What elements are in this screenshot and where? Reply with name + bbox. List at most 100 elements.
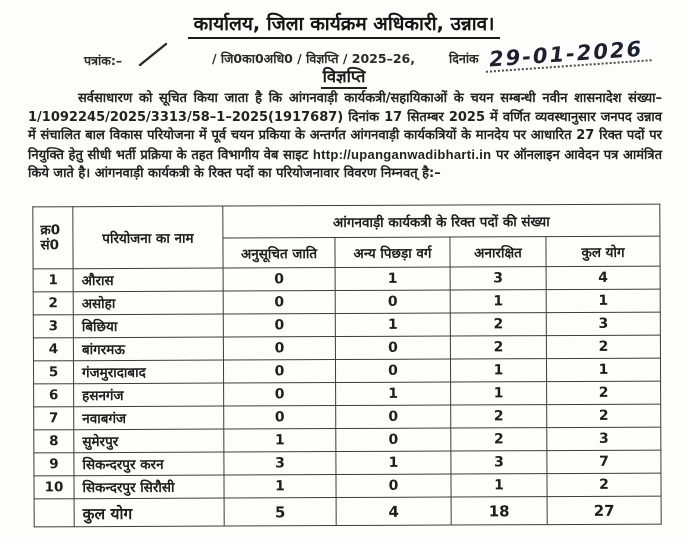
cell-total: 2	[546, 335, 661, 359]
cell-sn: 5	[33, 360, 74, 384]
date-label: दिनांक	[449, 51, 479, 66]
cell-sn: 3	[33, 314, 74, 338]
header-sc: अनुसूचित जाति	[222, 237, 336, 269]
cell-total: 7	[546, 450, 661, 474]
office-title-text: कार्यालय, जिला कार्यक्रम अधिकारी, उन्नाव…	[187, 13, 501, 39]
cell-obc: 0	[335, 474, 452, 498]
cell-sn: 2	[33, 291, 74, 315]
notice-paragraph: सर्वसाधारण को सूचित किया जाता है कि आंगन…	[28, 90, 662, 184]
cell-ur: 1	[450, 358, 547, 383]
cell-sc: 0	[223, 359, 336, 384]
cell-ur: 1	[450, 473, 548, 498]
website-url: http://upanganwadibharti.in	[312, 146, 492, 162]
total-label: कुल योग	[74, 498, 225, 527]
reference-line: पत्रांक:– / जि0का0अधि0 / विज्ञप्ति / 202…	[84, 37, 668, 73]
paragraph-text-part1: सर्वसाधारण को सूचित किया जाता है कि आंगन…	[28, 91, 662, 163]
cell-sc: 1	[223, 428, 336, 453]
cell-sn: 9	[33, 452, 74, 476]
cell-project-name: असोहा	[73, 291, 224, 315]
cell-sc: 0	[223, 290, 336, 315]
table-row: 10 सिकन्दरपुर सिरौसी 1 0 1 2	[33, 473, 662, 499]
cell-total: 1	[546, 358, 661, 382]
cell-project-name: सिकन्दरपुर करन	[73, 452, 224, 476]
paragraph-text-part2: पर ऑनलाइन आवेदन पत्र आमंत्रित किये जाते …	[28, 147, 662, 182]
cell-project-name: गंजमुरादाबाद	[73, 360, 224, 384]
cell-project-name: बांगरमऊ	[73, 337, 224, 361]
cell-project-name: सिकन्दरपुर सिरौसी	[73, 475, 225, 499]
office-title: कार्यालय, जिला कार्यक्रम अधिकारी, उन्नाव…	[0, 10, 688, 39]
cell-ur: 3	[450, 266, 547, 291]
cell-total: 2	[546, 473, 662, 497]
cell-ur: 2	[450, 427, 547, 452]
reference-number: / जि0का0अधि0 / विज्ञप्ति / 2025–26,	[212, 51, 415, 66]
cell-total: 2	[546, 404, 661, 428]
cell-project-name: बिछिया	[73, 314, 224, 338]
cell-sc: 0	[223, 382, 336, 407]
cell-sn: 8	[33, 429, 74, 453]
cell-obc: 0	[335, 405, 451, 429]
cell-total: 4	[546, 266, 661, 290]
cell-obc: 1	[335, 267, 451, 291]
table-header-row-1: क्र0 सं0 परियोजना का नाम आंगनवाड़ी कार्य…	[32, 204, 660, 269]
header-project-name: परियोजना का नाम	[72, 206, 224, 269]
header-grand-total: कुल योग	[545, 236, 661, 267]
cell-sn: 4	[33, 337, 74, 361]
handwritten-slash-mark	[138, 42, 168, 67]
notice-heading-text: विज्ञप्ति	[320, 67, 368, 89]
cell-total: 2	[546, 381, 661, 405]
table-row: 5 गंजमुरादाबाद 0 0 1 1	[33, 358, 661, 384]
cell-sn: 6	[33, 383, 74, 407]
cell-sn: 7	[33, 406, 74, 430]
table-row: 9 सिकन्दरपुर करन 3 1 3 7	[33, 450, 661, 476]
header-serial: क्र0 सं0	[32, 206, 74, 269]
total-ur: 18	[451, 496, 548, 526]
cell-ur: 3	[450, 450, 547, 475]
table-row: 8 सुमेरपुर 1 0 2 3	[33, 427, 661, 453]
notice-heading: विज्ञप्ति	[0, 64, 688, 89]
cell-obc: 0	[335, 359, 451, 383]
table-total-row: कुल योग 5 4 18 27	[34, 496, 662, 527]
cell-sn: 1	[33, 268, 74, 292]
table-row: 3 बिछिया 0 1 2 3	[33, 312, 661, 338]
header-serial-line1: क्र0	[40, 221, 61, 238]
cell-sc: 0	[223, 313, 336, 338]
vacancy-table: क्र0 सं0 परियोजना का नाम आंगनवाड़ी कार्य…	[32, 204, 662, 528]
cell-obc: 1	[335, 313, 451, 337]
cell-total: 3	[546, 312, 661, 336]
letter-number-label: पत्रांक:–	[84, 53, 123, 68]
date-group: दिनांक 29-01-2026	[449, 37, 652, 73]
total-grand: 27	[547, 496, 662, 525]
total-obc: 4	[336, 497, 452, 526]
cell-obc: 0	[335, 290, 451, 314]
cell-total: 3	[546, 427, 661, 451]
cell-sn-empty	[34, 498, 75, 527]
cell-project-name: हसनगंज	[73, 383, 224, 407]
cell-sc: 0	[223, 336, 336, 361]
cell-obc: 0	[335, 428, 451, 452]
table-row: 7 नवाबगंज 0 0 2 2	[33, 404, 661, 430]
cell-obc: 1	[335, 382, 451, 406]
header-serial-line2: सं0	[40, 236, 60, 253]
cell-ur: 2	[450, 312, 547, 337]
cell-ur: 1	[450, 381, 547, 406]
cell-sc: 3	[223, 451, 336, 476]
cell-obc: 1	[335, 451, 451, 475]
cell-ur: 1	[450, 289, 547, 314]
cell-project-name: सुमेरपुर	[73, 429, 224, 453]
cell-sc: 0	[223, 405, 336, 430]
table-row: 4 बांगरमऊ 0 0 2 2	[33, 335, 661, 361]
header-unreserved: अनारक्षित	[449, 236, 547, 268]
header-span-vacant-posts: आंगनवाड़ी कार्यकत्री के रिक्त पदों की सं…	[222, 204, 660, 239]
cell-sn: 10	[33, 475, 75, 499]
cell-sc: 0	[223, 267, 336, 292]
table-row: 1 औरास 0 1 3 4	[33, 266, 661, 292]
cell-obc: 0	[335, 336, 451, 360]
table-row: 6 हसनगंज 0 1 1 2	[33, 381, 661, 407]
cell-ur: 2	[450, 335, 547, 360]
cell-project-name: नवाबगंज	[73, 406, 224, 430]
cell-project-name: औरास	[73, 268, 224, 292]
cell-ur: 2	[450, 404, 547, 429]
cell-sc: 1	[223, 474, 337, 499]
header-obc: अन्य पिछड़ा वर्ग	[334, 237, 451, 268]
